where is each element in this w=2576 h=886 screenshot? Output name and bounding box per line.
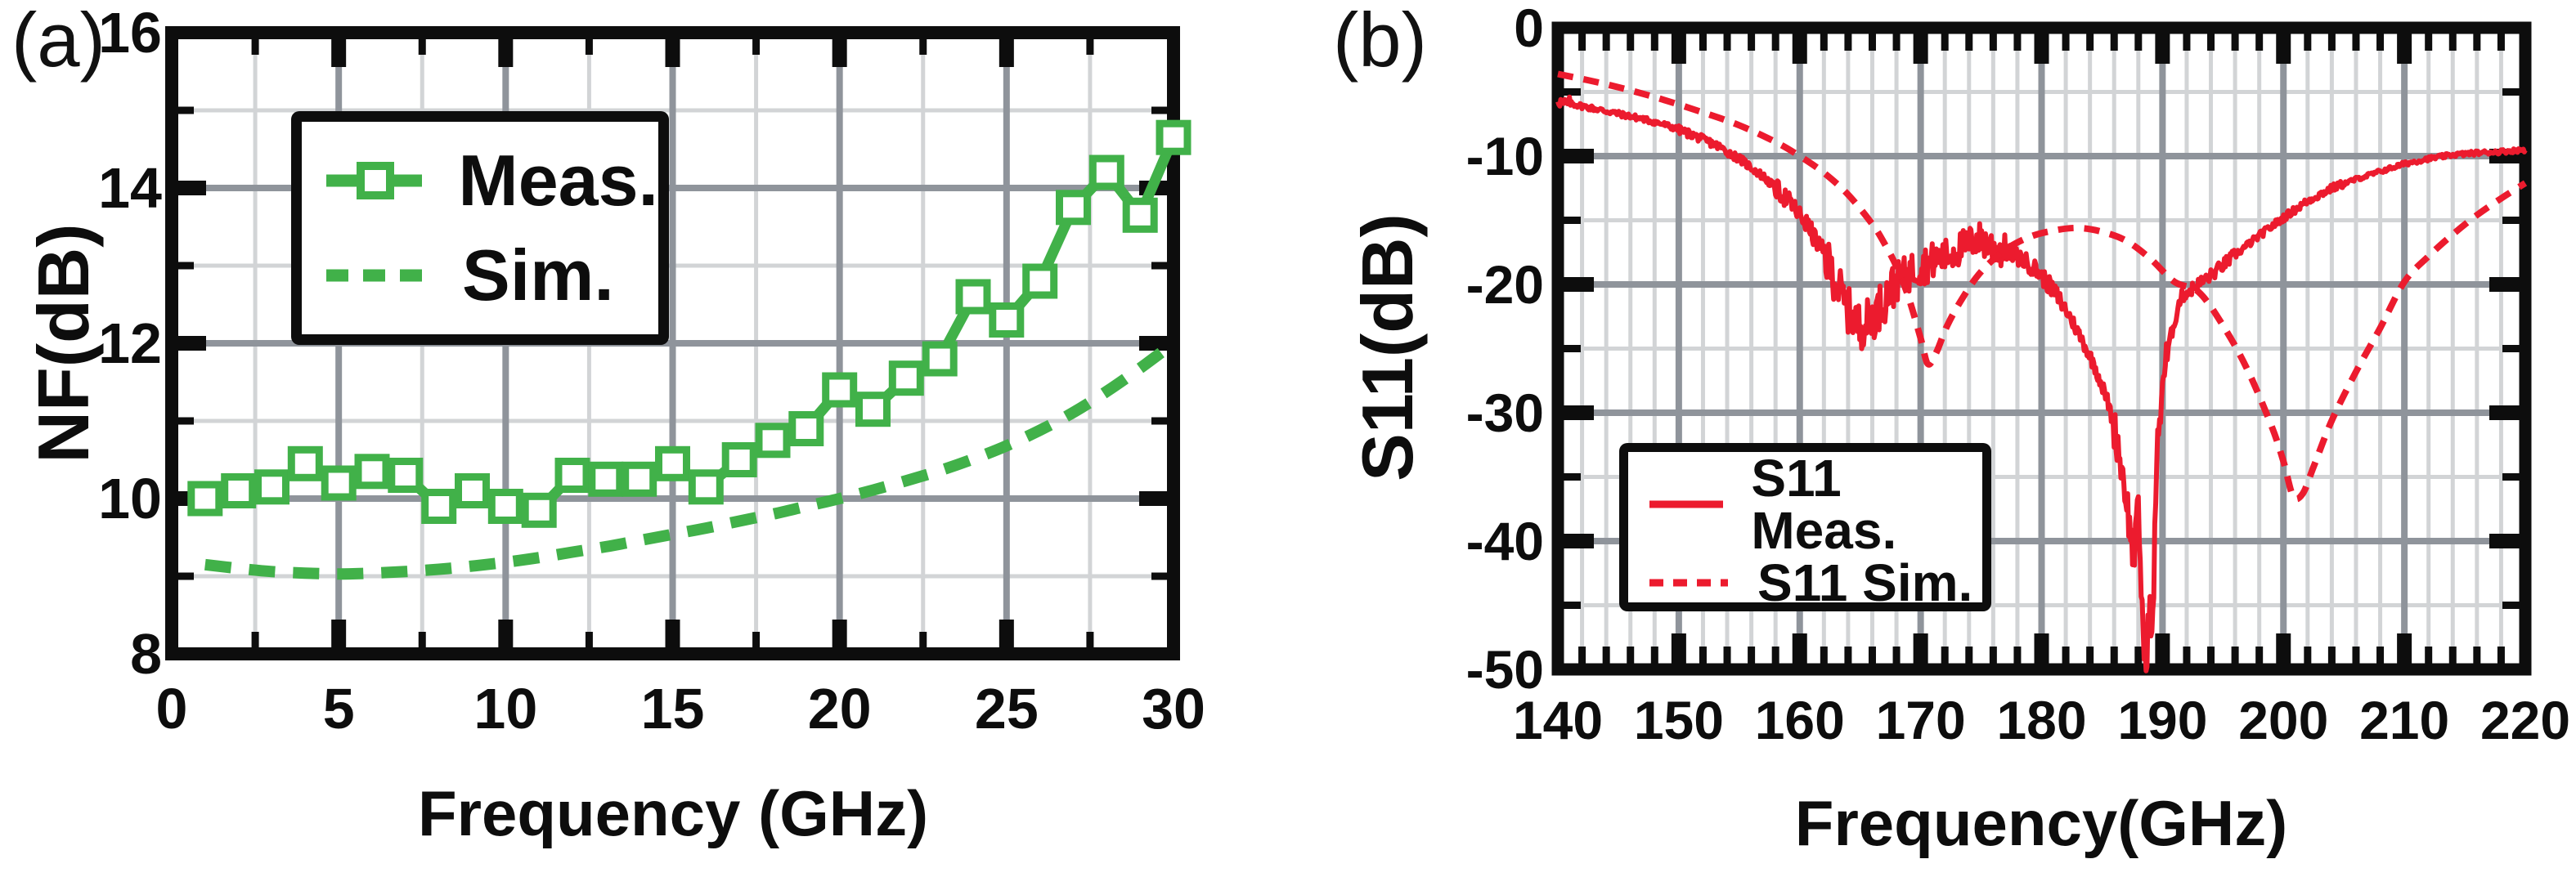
panel-b-tag: (b) bbox=[1333, 0, 1427, 83]
legend-label-s11-meas: S11 Meas. bbox=[1751, 449, 1897, 560]
x-tick-label-30: 30 bbox=[1142, 677, 1205, 741]
y-tick-label-8: 8 bbox=[130, 622, 162, 686]
panel-b-x-axis-title: Frequency(GHz) bbox=[1794, 787, 2288, 859]
panel-a-legend: Meas. Sim. bbox=[291, 111, 669, 345]
s11-sim-dashed-line-sample-icon bbox=[1649, 579, 1728, 587]
x-tick-label-150: 150 bbox=[1633, 690, 1724, 750]
x-tick-label-190: 190 bbox=[2117, 690, 2208, 750]
x-tick-label-20: 20 bbox=[807, 677, 872, 741]
x-tick-label-0: 0 bbox=[155, 677, 188, 741]
legend-row-s11-sim: S11 Sim. bbox=[1648, 557, 1982, 609]
panel-a-nf-chart: (a) NF(dB) 0 5 10 15 20 25 30 16 14 12 10 8 Freque… bbox=[11, 0, 1205, 850]
y-tick-label--30: -30 bbox=[1465, 383, 1544, 443]
y-tick-label--20: -20 bbox=[1465, 254, 1544, 315]
legend-row-sim: Sim. bbox=[325, 239, 658, 311]
y-tick-label-10: 10 bbox=[98, 467, 162, 530]
x-tick-label-180: 180 bbox=[1996, 690, 2087, 750]
x-tick-label-170: 170 bbox=[1875, 690, 1966, 750]
x-tick-label-5: 5 bbox=[322, 677, 355, 741]
y-tick-label-0: 0 bbox=[1514, 0, 1544, 58]
y-tick-label-16: 16 bbox=[98, 1, 162, 65]
y-tick-label--10: -10 bbox=[1465, 126, 1544, 186]
x-tick-label-25: 25 bbox=[974, 677, 1039, 741]
panel-b-s11-chart: (b) S11(dB) 140 150 160 170 180 190 200 210 220 … bbox=[1288, 0, 2576, 886]
x-tick-label-220: 220 bbox=[2480, 690, 2571, 750]
meas-line-sample-icon bbox=[326, 162, 423, 199]
x-tick-label-160: 160 bbox=[1754, 690, 1845, 750]
legend-label-sim: Sim. bbox=[462, 235, 614, 315]
panel-a-x-axis-title: Frequency (GHz) bbox=[417, 777, 929, 849]
panel-b-legend: S11 Meas. S11 Sim. bbox=[1619, 443, 1991, 611]
legend-label-s11-sim: S11 Sim. bbox=[1757, 553, 1973, 612]
x-tick-label-140: 140 bbox=[1512, 690, 1604, 750]
x-tick-label-15: 15 bbox=[640, 677, 705, 741]
x-tick-label-200: 200 bbox=[2238, 690, 2329, 750]
panel-b-plot-area bbox=[1551, 21, 2532, 676]
sim-dashed-line-sample-icon bbox=[326, 269, 424, 282]
y-tick-label-14: 14 bbox=[98, 156, 162, 220]
x-tick-label-210: 210 bbox=[2359, 690, 2450, 750]
s11-meas-line-sample-icon bbox=[1649, 500, 1724, 508]
y-tick-label--40: -40 bbox=[1465, 511, 1544, 571]
legend-label-meas: Meas. bbox=[458, 140, 658, 221]
y-tick-label--50: -50 bbox=[1465, 639, 1544, 700]
legend-row-meas: Meas. bbox=[325, 145, 658, 217]
x-tick-label-10: 10 bbox=[473, 677, 538, 741]
panel-a-tag: (a) bbox=[11, 0, 105, 83]
legend-row-s11-meas: S11 Meas. bbox=[1648, 452, 1982, 557]
y-tick-label-12: 12 bbox=[98, 311, 162, 375]
